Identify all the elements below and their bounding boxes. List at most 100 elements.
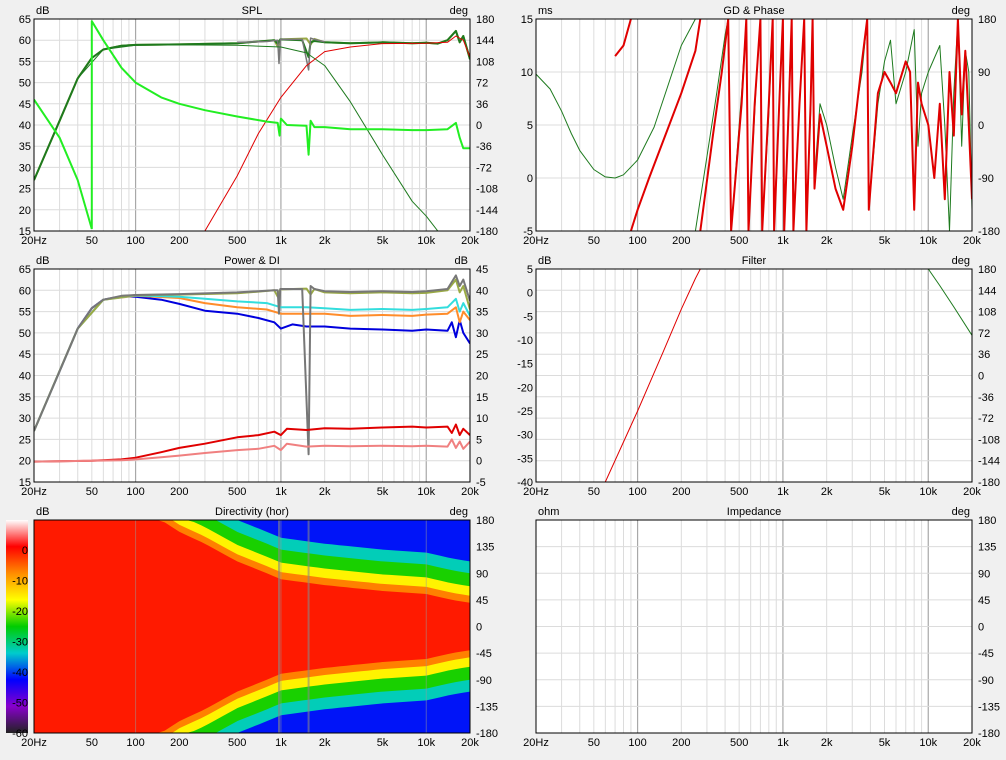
colorbar-tick-label: -30 xyxy=(12,637,28,649)
y-tick-label-left: 20 xyxy=(19,456,31,468)
y-tick-label-right: 90 xyxy=(978,67,990,79)
plot-border xyxy=(535,268,973,483)
y-tick-label-right: 0 xyxy=(476,622,482,634)
x-tick-label: 500 xyxy=(228,486,246,498)
x-tick-label: 20k xyxy=(461,486,479,498)
y-tick-label-right: 90 xyxy=(978,568,990,580)
y-tick-label-right: 5 xyxy=(476,434,482,446)
y-tick-label-right: -108 xyxy=(476,184,498,196)
y-tick-label-left: 15 xyxy=(19,477,31,489)
y-tick-label-right: 90 xyxy=(476,568,488,580)
y-axis-label-right: dB xyxy=(455,255,468,267)
y-tick-label-right: 35 xyxy=(476,307,488,319)
x-tick-label: 2k xyxy=(319,235,331,247)
x-tick-label: 200 xyxy=(170,235,188,247)
y-tick-label-right: 72 xyxy=(978,328,990,340)
y-tick-label-left: -5 xyxy=(523,311,533,323)
x-tick-label: 100 xyxy=(628,737,646,749)
heatmap-band xyxy=(34,691,470,733)
y-tick-label-left: 30 xyxy=(19,413,31,425)
x-tick-label: 5k xyxy=(879,737,891,749)
y-tick-label-left: 50 xyxy=(19,78,31,90)
y-tick-label-left: 65 xyxy=(19,14,31,26)
y-axis-label-left: dB xyxy=(36,5,49,17)
colorbar-tick-label: 0 xyxy=(22,545,28,557)
y-tick-label-left: -20 xyxy=(517,382,533,394)
x-tick-label: 200 xyxy=(170,486,188,498)
series-line xyxy=(34,274,470,456)
y-axis-label-right: deg xyxy=(952,5,970,17)
heatmap-band xyxy=(34,520,470,562)
y-tick-label-left: 35 xyxy=(19,392,31,404)
x-tick-label: 20k xyxy=(963,737,981,749)
y-tick-label-left: -5 xyxy=(523,226,533,238)
x-tick-label: 100 xyxy=(126,737,144,749)
y-tick-label-right: -36 xyxy=(978,392,994,404)
x-tick-label: 50 xyxy=(86,486,98,498)
y-tick-label-right: 25 xyxy=(476,349,488,361)
x-tick-label: 50 xyxy=(86,235,98,247)
y-tick-label-left: 30 xyxy=(19,162,31,174)
x-tick-label: 1k xyxy=(275,235,287,247)
y-axis-label-left: dB xyxy=(538,255,551,267)
y-tick-label-left: 60 xyxy=(19,35,31,47)
y-tick-label-right: -36 xyxy=(476,141,492,153)
x-tick-label: 10k xyxy=(919,737,937,749)
plot-border xyxy=(33,519,471,734)
x-tick-label: 500 xyxy=(228,737,246,749)
y-tick-label-left: 25 xyxy=(19,184,31,196)
x-tick-label: 2k xyxy=(821,737,833,749)
series-line xyxy=(237,37,325,71)
y-axis-label-left: dB xyxy=(36,506,49,518)
colorbar: 0 -10 -20 -30 -40 -50 -60 xyxy=(6,520,28,740)
series-line xyxy=(604,269,701,482)
chart-title: Filter xyxy=(742,255,767,267)
y-tick-label-right: -144 xyxy=(978,456,1000,468)
x-tick-label: 100 xyxy=(126,235,144,247)
x-tick-label: 10k xyxy=(919,486,937,498)
y-tick-label-left: 55 xyxy=(19,307,31,319)
x-tick-label: 200 xyxy=(672,235,690,247)
y-axis-label-right: deg xyxy=(952,255,970,267)
x-tick-label: 20Hz xyxy=(523,486,549,498)
y-tick-label-right: 72 xyxy=(476,78,488,90)
x-tick-label: 5k xyxy=(879,235,891,247)
y-tick-label-right: -90 xyxy=(978,173,994,185)
y-tick-label-right: -144 xyxy=(476,205,498,217)
y-tick-label-right: 108 xyxy=(978,307,996,319)
chart-title: Power & DI xyxy=(224,255,280,267)
series-line xyxy=(90,20,470,229)
chart-directivity: Directivity (hor) dB deg 180 135 90 45 0 -45 -90 -… xyxy=(6,506,498,749)
y-tick-label-right: -135 xyxy=(476,701,498,713)
series-group xyxy=(34,274,470,463)
y-tick-label-right: -180 xyxy=(978,728,1000,740)
y-tick-label-left: 5 xyxy=(527,120,533,132)
y-tick-label-left: 5 xyxy=(527,264,533,276)
x-tick-label: 20Hz xyxy=(523,737,549,749)
chart-title: Directivity (hor) xyxy=(215,506,289,518)
colorbar-gradient xyxy=(6,520,28,733)
y-tick-label-left: -30 xyxy=(517,430,533,442)
y-tick-label-right: 180 xyxy=(978,14,996,26)
x-tick-label: 20Hz xyxy=(21,486,47,498)
y-tick-label-right: -45 xyxy=(978,648,994,660)
x-tick-label: 1k xyxy=(777,486,789,498)
y-tick-label-right: -72 xyxy=(978,413,994,425)
y-tick-label-right: 0 xyxy=(476,456,482,468)
x-tick-label: 50 xyxy=(588,486,600,498)
y-tick-label-left: 45 xyxy=(19,99,31,111)
y-tick-label-right: -180 xyxy=(476,226,498,238)
series-line xyxy=(699,19,972,231)
y-tick-label-left: -40 xyxy=(517,477,533,489)
chart-title: SPL xyxy=(242,5,263,17)
x-tick-label: 200 xyxy=(170,737,188,749)
chart-spl: SPL dB deg 65 60 55 50 45 40 35 30 25 20 15 180 144 108 7… xyxy=(19,5,498,247)
y-tick-label-right: 36 xyxy=(476,99,488,111)
y-tick-label-right: 10 xyxy=(476,413,488,425)
y-tick-label-left: 25 xyxy=(19,434,31,446)
x-tick-label: 20k xyxy=(963,235,981,247)
x-tick-label: 1k xyxy=(777,737,789,749)
colorbar-tick-label: -40 xyxy=(12,667,28,679)
y-tick-label-right: -180 xyxy=(476,728,498,740)
